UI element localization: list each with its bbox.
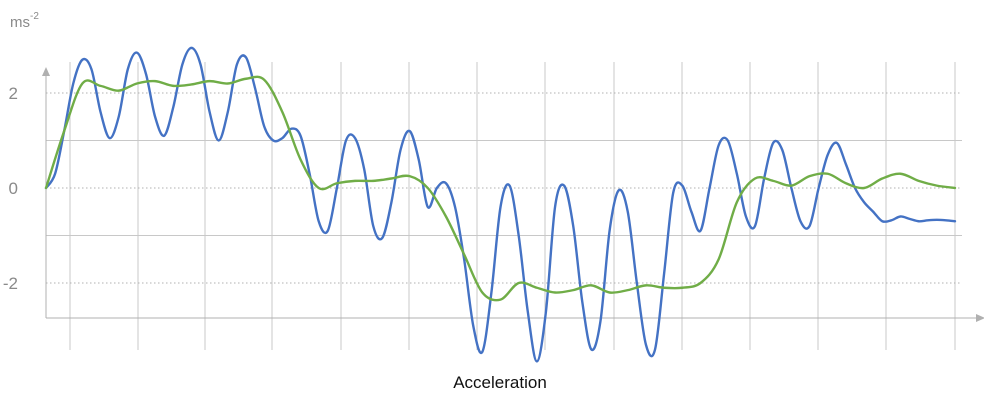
x-axis-arrow	[976, 314, 984, 322]
grid	[46, 62, 962, 350]
y-tick-label: 0	[9, 179, 18, 198]
y-tick-label: -2	[3, 274, 18, 293]
y-axis-arrow	[42, 67, 50, 76]
x-axis-title: Acceleration	[453, 373, 547, 392]
y-axis-unit-superscript: -2	[30, 11, 39, 22]
y-tick-label: 2	[9, 84, 18, 103]
labels: -2 0 2 ms-2 Acceleration	[3, 11, 547, 392]
series-line-1	[44, 46, 957, 363]
axes	[42, 67, 984, 322]
series-layer	[44, 46, 957, 363]
y-axis-unit-label: ms-2	[10, 11, 39, 31]
series-line-2	[44, 75, 957, 302]
